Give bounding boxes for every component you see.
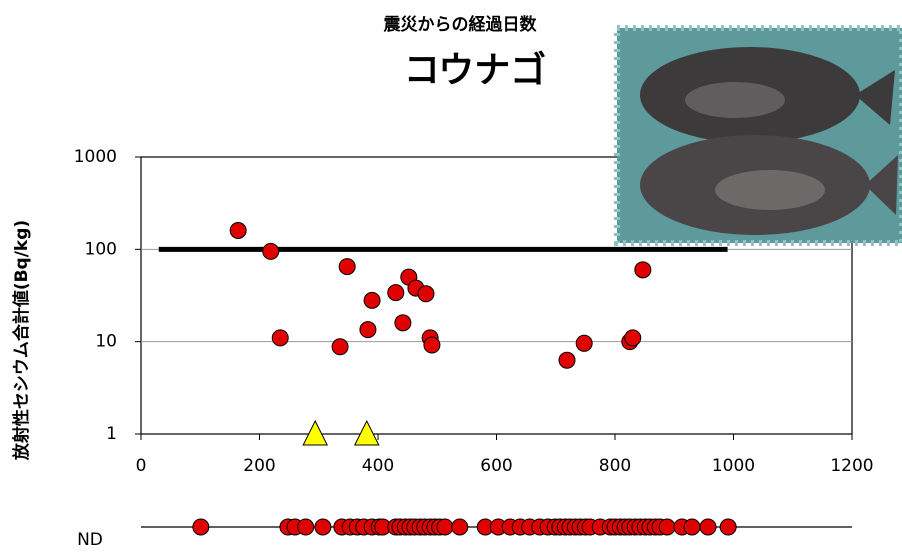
data-point xyxy=(558,351,576,369)
x-tick-label: 1000 xyxy=(712,456,755,476)
data-point xyxy=(634,261,652,279)
data-point xyxy=(417,285,435,303)
x-tick-label: 200 xyxy=(243,456,275,476)
x-tick-label: 600 xyxy=(480,456,512,476)
x-tick-label: 400 xyxy=(362,456,394,476)
data-point xyxy=(624,329,642,347)
nd-point xyxy=(699,518,717,536)
photo xyxy=(614,25,902,246)
nd-point xyxy=(658,518,676,536)
data-point xyxy=(363,291,381,309)
data-point xyxy=(387,284,405,302)
triangle-point xyxy=(302,419,329,446)
nd-point xyxy=(297,518,315,536)
nd-point xyxy=(192,518,210,536)
y-tick-label: 1 xyxy=(106,424,117,444)
data-point xyxy=(262,242,280,260)
nd-point xyxy=(683,518,701,536)
chart-subtitle: コウナゴ xyxy=(404,49,547,91)
data-point xyxy=(331,338,349,356)
nd-point xyxy=(719,518,737,536)
chart-title: 震災からの経過日数 xyxy=(383,14,538,35)
triangle-point xyxy=(353,419,380,446)
x-tick-label: 0 xyxy=(136,456,147,476)
data-point xyxy=(423,336,441,354)
photo-spots xyxy=(685,82,785,118)
photo-basket xyxy=(614,25,902,246)
nd-point xyxy=(314,518,332,536)
data-point xyxy=(359,321,377,339)
nd-point xyxy=(451,518,469,536)
nd-point xyxy=(436,518,454,536)
y-tick-label: 1000 xyxy=(74,147,117,167)
data-point xyxy=(229,221,247,239)
data-point xyxy=(394,314,412,332)
data-point xyxy=(271,329,289,347)
x-tick-label: 800 xyxy=(599,456,631,476)
data-point xyxy=(338,258,356,276)
x-tick-label: 1200 xyxy=(830,456,873,476)
y-axis-label: 放射性セシウム合計値(Bq/kg) xyxy=(11,220,32,461)
y-tick-label: 10 xyxy=(95,332,117,352)
photo-fish-tail xyxy=(855,70,895,125)
photo-spots xyxy=(715,170,825,210)
nd-label: ND xyxy=(77,530,103,550)
photo-fish-tail xyxy=(865,155,898,215)
data-point xyxy=(575,334,593,352)
y-tick-label: 100 xyxy=(85,239,117,259)
